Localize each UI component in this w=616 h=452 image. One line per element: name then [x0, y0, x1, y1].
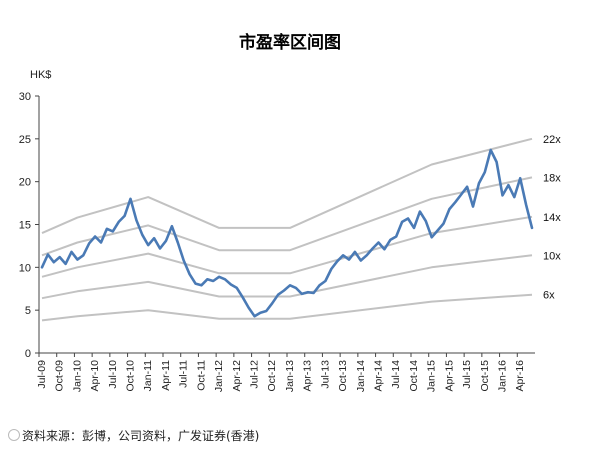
x-tick-label: Jul-12 [249, 360, 261, 389]
y-tick-label: 0 [25, 348, 31, 360]
pe-band-label-14x: 14x [543, 212, 561, 224]
x-tick-label: Jul-13 [319, 360, 331, 389]
x-tick-label: Oct-12 [266, 360, 278, 392]
x-tick-label: Apr-12 [231, 360, 243, 392]
chart-title: 市盈率区间图 [239, 32, 341, 53]
x-tick-label: Jul-14 [390, 360, 402, 389]
pe-band-14x [41, 215, 533, 278]
pe-band-18x [41, 176, 533, 257]
pe-band-label-10x: 10x [543, 250, 561, 262]
x-tick-label: Jan-15 [426, 360, 438, 392]
pe-band-label-6x: 6x [543, 290, 555, 302]
x-tick-label: Oct-15 [479, 360, 491, 392]
axes: 0 5 10 15 20 25 30 Jul-09 Oct-09 Jan-10 Apr-10 Jul-… [19, 91, 535, 392]
y-tick-label: 15 [19, 220, 31, 232]
pe-band-10x [41, 254, 533, 300]
x-tick-label: Jan-12 [213, 360, 225, 392]
x-tick-label: Jan-14 [355, 360, 367, 392]
x-tick-label: Jan-10 [71, 360, 83, 392]
x-tick-label: Oct-10 [125, 360, 137, 392]
x-tick-label: Jan-13 [284, 360, 296, 392]
y-tick-label: 30 [19, 91, 31, 103]
price-series [40, 148, 534, 318]
y-tick-label: 10 [19, 262, 31, 274]
pe-band-labels: 22x 18x 14x 10x 6x [543, 134, 561, 302]
x-tick-label: Jan-11 [142, 360, 154, 391]
x-tick-label: Apr-10 [89, 360, 101, 392]
y-tick-label: 25 [19, 134, 31, 146]
pe-band-label-18x: 18x [543, 172, 561, 184]
x-tick-label: Jul-10 [107, 360, 119, 389]
x-tick-label: Jul-11 [178, 360, 190, 388]
watermark-icon [8, 429, 20, 441]
x-tick-label: Apr-16 [514, 360, 526, 392]
x-tick-label: Jan-16 [497, 360, 509, 392]
y-tick-label: 5 [25, 305, 31, 317]
x-tick-label: Oct-09 [54, 360, 66, 392]
x-tick-label: Jul-09 [36, 360, 48, 389]
y-axis-unit-label: HK$ [30, 69, 51, 81]
x-tick-label: Oct-11 [195, 360, 207, 391]
x-tick-label: Oct-14 [408, 360, 420, 392]
source-text: 资料来源：彭博，公司资料，广发证券(香港) [22, 429, 260, 443]
x-tick-label: Apr-11 [160, 360, 172, 391]
pe-band-22x [41, 137, 533, 235]
x-tick-label: Oct-13 [337, 360, 349, 392]
price-line [40, 148, 534, 318]
pe-band-lines [41, 137, 533, 322]
pe-band-6x [41, 293, 533, 322]
pe-band-label-22x: 22x [543, 134, 561, 146]
x-tick-label: Jul-15 [461, 360, 473, 389]
source-note: 资料来源：彭博，公司资料，广发证券(香港) [8, 427, 259, 444]
x-tick-label: Apr-14 [373, 360, 385, 392]
x-tick-label: Apr-13 [302, 360, 314, 392]
y-tick-label: 20 [19, 177, 31, 189]
x-tick-label: Apr-15 [443, 360, 455, 392]
